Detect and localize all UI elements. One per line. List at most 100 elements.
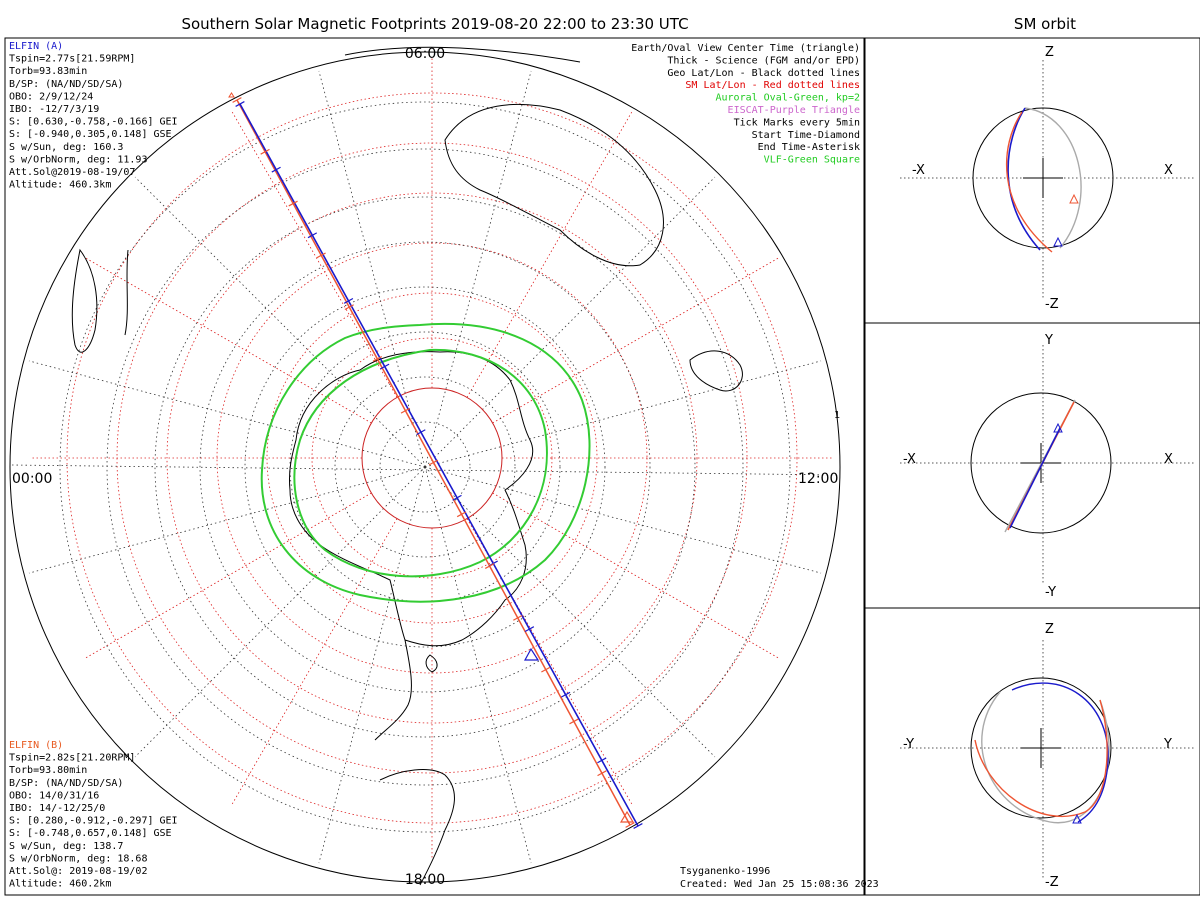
panel2-top: Y — [1044, 333, 1053, 348]
sm-lat-circle — [166, 192, 698, 724]
africa-coast — [124, 249, 129, 336]
elfin-a-center-triangle — [523, 647, 540, 661]
center-triangle-a — [1053, 236, 1063, 247]
satellite-name: ELFIN (B) — [9, 740, 63, 751]
geo-lon-line — [28, 466, 426, 574]
satellite-info-line: S w/OrbNorm, deg: 18.68 — [9, 853, 147, 864]
satellite-info-line: S: [-0.940,0.305,0.148] GSE — [9, 129, 172, 140]
orbit-gray — [981, 691, 1110, 824]
label-12: 12:00 — [798, 471, 838, 487]
geo-lon-line — [424, 466, 716, 758]
track-markers — [228, 92, 635, 823]
satellite-info-line: S w/OrbNorm, deg: 11.93 — [9, 154, 147, 165]
coastlines — [71, 46, 743, 886]
sm-lon-line — [492, 492, 779, 659]
geo-lat-circle — [59, 101, 791, 833]
antarctic-peninsula — [374, 639, 412, 741]
satellite-info-line: S: [-0.748,0.657,0.148] GSE — [9, 828, 172, 839]
satellite-info-line: Tspin=2.77s[21.59RPM] — [9, 54, 135, 65]
panel2-left: -X — [903, 452, 916, 467]
legend-item: End Time-Asterisk — [758, 142, 860, 153]
satellite-info-line: Att.Sol@: 2019-08-19/02 — [9, 866, 147, 877]
panel1-right: X — [1164, 163, 1173, 178]
label-18: 18:00 — [405, 872, 445, 888]
geo-lon-line — [424, 70, 532, 468]
figure-title: Southern Solar Magnetic Footprints 2019-… — [181, 15, 688, 33]
geo-lon-line — [318, 70, 426, 468]
satellite-name: ELFIN (A) — [9, 41, 63, 52]
south-america-outline — [379, 769, 455, 886]
panel1-top: Z — [1045, 45, 1054, 60]
created-label: Created: Wed Jan 25 15:08:36 2023 — [680, 879, 879, 890]
orbit-a — [1011, 682, 1109, 823]
panel1-bottom: -Z — [1045, 297, 1059, 312]
new-zealand-outline — [689, 350, 743, 392]
satellite-info-line: S w/Sun, deg: 160.3 — [9, 142, 123, 153]
panel2-right: X — [1164, 452, 1173, 467]
orbit-panel-yz: -Y Y Z -Z — [900, 622, 1195, 890]
elfin-b-tick — [597, 770, 607, 777]
geo-lat-circle — [244, 286, 606, 648]
elfin-b-info: ELFIN (B) Tspin=2.82s[21.20RPM]Torb=93.80… — [9, 740, 178, 890]
legend-item: Start Time-Diamond — [752, 130, 860, 141]
satellite-info-line: B/SP: (NA/ND/SD/SA) — [9, 79, 123, 90]
legend-item: SM Lat/Lon - Red dotted lines — [685, 80, 860, 91]
elfin-b-tick — [344, 304, 354, 311]
satellite-info-line: S w/Sun, deg: 138.7 — [9, 841, 123, 852]
elfin-b-tick — [260, 148, 270, 155]
elfin-b-tick — [513, 614, 523, 621]
track-ticks — [232, 97, 643, 829]
sm-lon-line — [492, 257, 779, 424]
elfin-a-tick — [271, 166, 281, 173]
legend-item: Geo Lat/Lon - Black dotted lines — [667, 68, 860, 79]
earth-circle — [972, 107, 1114, 249]
asia-coast — [344, 46, 581, 63]
elfin-b-center-triangle — [619, 810, 635, 823]
legend-item: Auroral Oval-Green, kp=2 — [716, 93, 861, 104]
orbit-panel-xz: -X X Z -Z — [900, 45, 1195, 312]
sm-lon-line — [85, 492, 372, 659]
orbit-title: SM orbit — [1014, 15, 1076, 33]
satellite-info-line: Att.Sol@2019-08-19/07 — [9, 167, 135, 178]
elfin-a-tick — [235, 101, 245, 107]
auroral-oval-outer — [260, 322, 591, 603]
elfin-b-tick — [569, 718, 579, 725]
legend-item: Thick - Science (FGM and/or EPD) — [667, 55, 860, 66]
satellite-info-line: S: [0.280,-0.912,-0.297] GEI — [9, 816, 178, 827]
sm-lon-line — [85, 257, 372, 424]
satellite-info-line: Torb=93.80min — [9, 765, 87, 776]
orbit-panel-xy: -X X Y -Y — [900, 333, 1195, 600]
elfin-b-tick — [316, 252, 326, 259]
satellite-info-line: B/SP: (NA/ND/SD/SA) — [9, 778, 123, 789]
antarctica-outline — [289, 351, 534, 647]
elfin-b-tick — [400, 407, 411, 414]
panel3-left: -Y — [903, 737, 914, 752]
label-marker: 1 — [834, 410, 840, 421]
center-triangle-a — [1053, 422, 1063, 433]
geo-lon-line — [424, 466, 532, 864]
elfin-a-tick — [597, 757, 607, 764]
elfin-a-tick — [307, 232, 318, 239]
elfin-a-track — [239, 103, 639, 827]
elfin-a-info: ELFIN (A) Tspin=2.77s[21.59RPM]Torb=93.83… — [9, 41, 178, 191]
panel3-right: Y — [1163, 737, 1172, 752]
geo-lon-line — [134, 466, 426, 758]
sm-lat-circle — [311, 337, 553, 579]
elfin-b-tick — [288, 200, 298, 207]
sm-lat-circle — [116, 142, 748, 774]
satellite-info-line: Altitude: 460.2km — [9, 879, 111, 890]
elfin-a-tick — [380, 363, 390, 370]
panel3-bottom: -Z — [1045, 875, 1059, 890]
earth-circle — [970, 392, 1112, 534]
auroral-ovals — [260, 322, 591, 603]
madagascar-outline — [71, 248, 98, 353]
geo-lat-circle — [154, 196, 696, 738]
center-triangle-b — [1069, 193, 1079, 204]
orbit-a — [1009, 427, 1061, 529]
sm-lat-circle — [266, 292, 598, 624]
model-label: Tsyganenko-1996 — [680, 866, 770, 877]
sm-lon-line — [231, 111, 398, 398]
sm-grid — [32, 58, 832, 858]
elfin-b-tick — [541, 666, 551, 673]
